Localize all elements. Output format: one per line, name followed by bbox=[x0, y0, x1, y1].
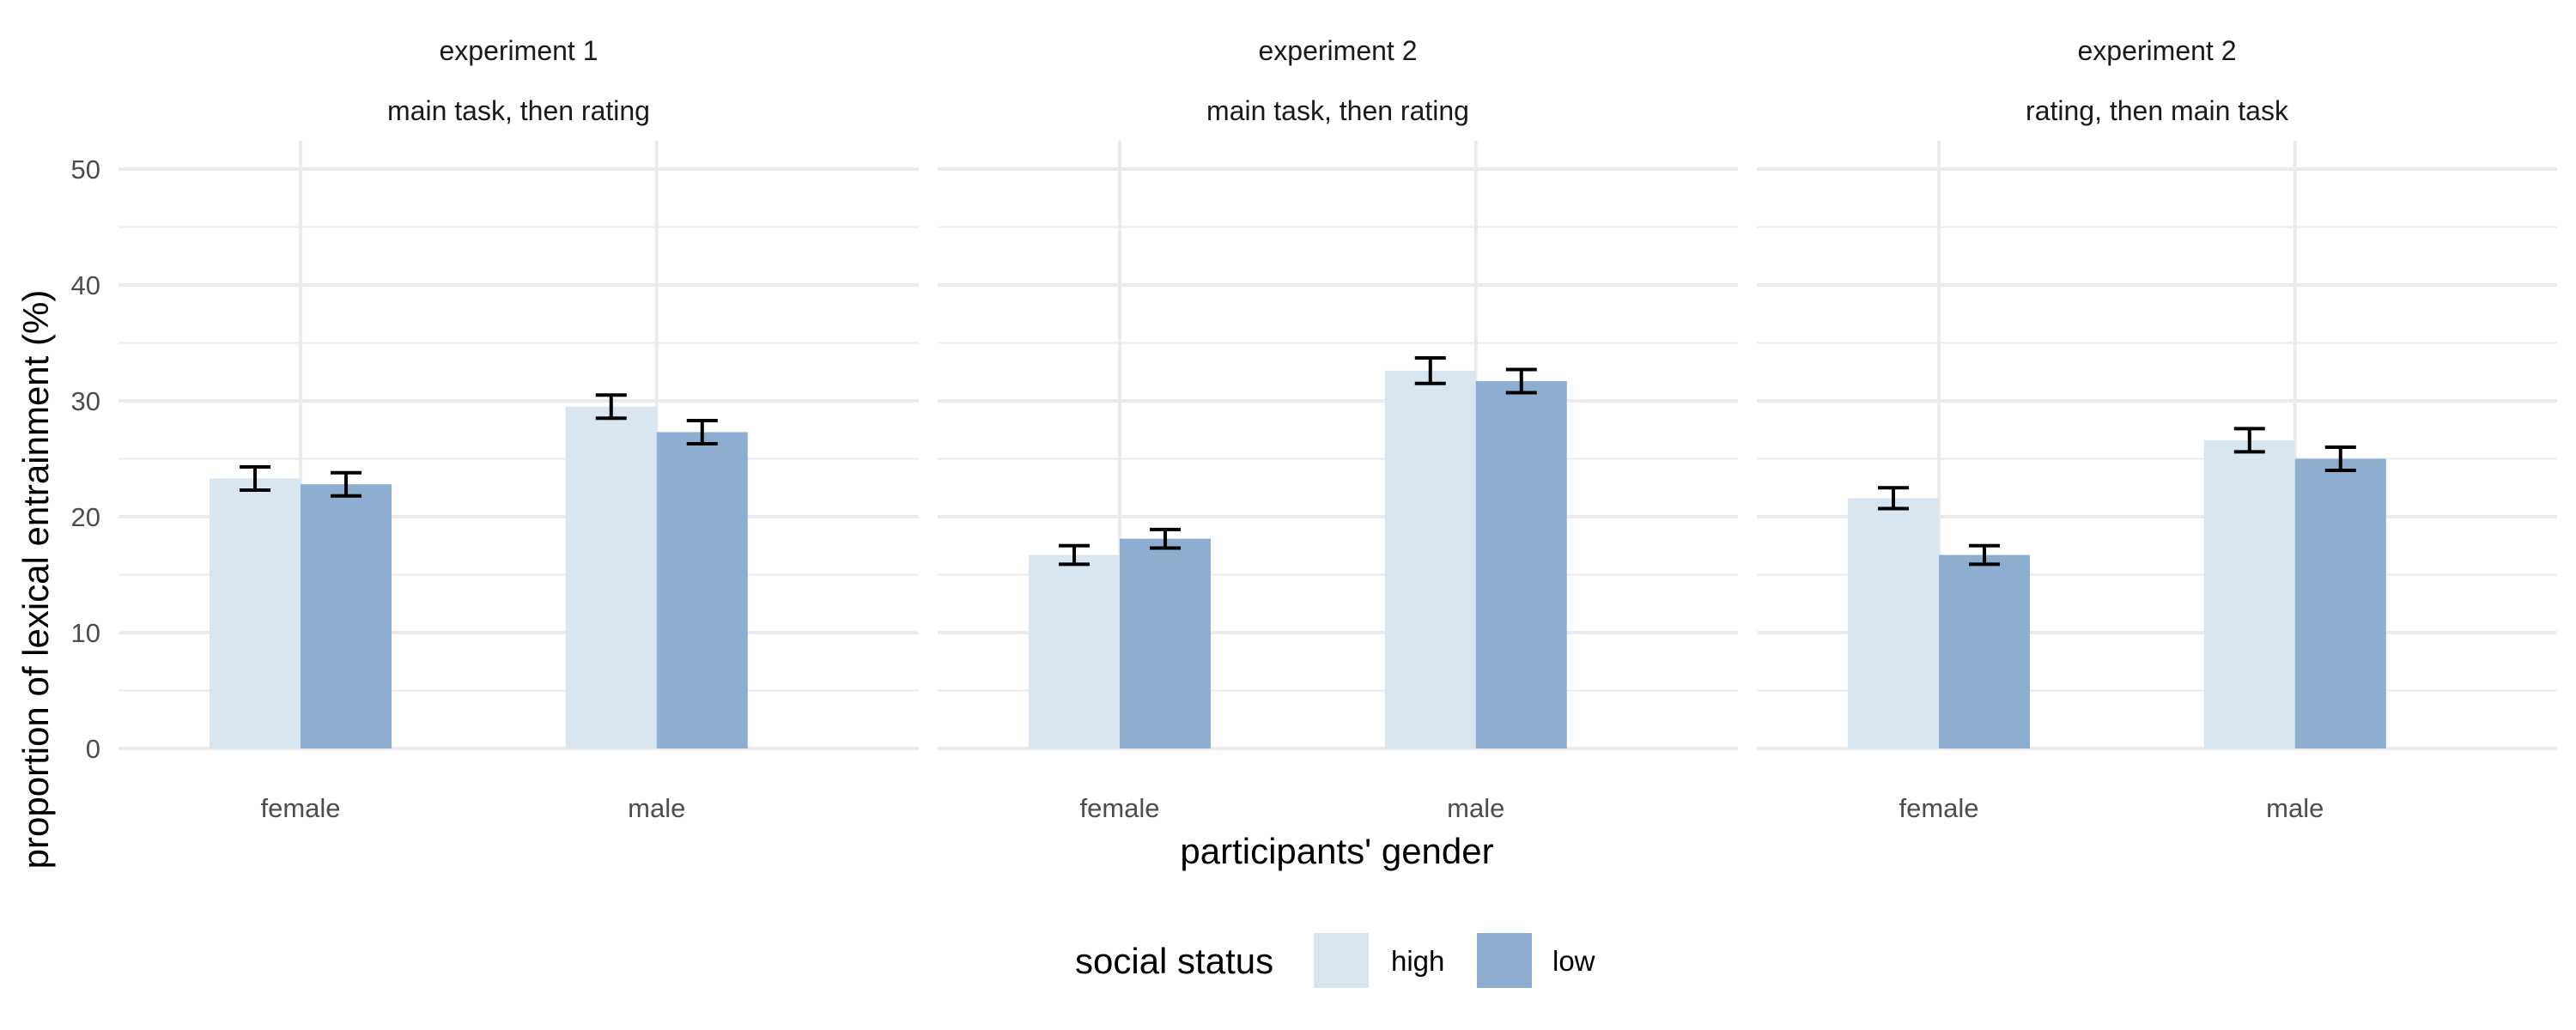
error-bar bbox=[1150, 527, 1182, 550]
legend-key-low bbox=[1477, 933, 1532, 988]
facet-strip-subtitle: rating, then main task bbox=[2026, 95, 2289, 126]
facet-strip-title: experiment 1 bbox=[440, 35, 598, 66]
bar-low-female bbox=[1120, 538, 1212, 748]
x-tick-label: female bbox=[1899, 793, 1979, 823]
bar-low-male bbox=[1475, 381, 1567, 748]
legend-title: social status bbox=[1075, 941, 1273, 981]
panels-layer: experiment 1 main task, then rating female… bbox=[118, 35, 2557, 823]
error-bar bbox=[595, 393, 627, 421]
legend-key-high bbox=[1314, 933, 1369, 988]
facet-strip-subtitle: main task, then rating bbox=[387, 95, 650, 126]
facet-strip-title: experiment 2 bbox=[1259, 35, 1418, 66]
bar-low-female bbox=[301, 484, 392, 748]
x-tick-label: male bbox=[1447, 793, 1504, 823]
y-tick-label: 10 bbox=[71, 618, 100, 648]
x-tick-label: male bbox=[628, 793, 685, 823]
y-tick-label: 20 bbox=[71, 502, 100, 532]
facet-panel: experiment 1 main task, then rating female… bbox=[118, 35, 919, 823]
x-tick-label: female bbox=[1080, 793, 1160, 823]
x-tick-label: female bbox=[261, 793, 341, 823]
y-axis-title: proportion of lexical entrainment (%) bbox=[15, 290, 56, 869]
y-axis: 0 10 20 30 40 50 bbox=[71, 154, 100, 764]
facet-strip-subtitle: main task, then rating bbox=[1206, 95, 1469, 126]
x-axis-title: participants' gender bbox=[1180, 831, 1493, 871]
error-bar bbox=[1414, 356, 1446, 385]
y-tick-label: 30 bbox=[71, 386, 100, 416]
facet-panel: experiment 2 rating, then main task female… bbox=[1757, 35, 2557, 823]
error-bar bbox=[1059, 543, 1091, 566]
error-bar bbox=[1969, 543, 2001, 566]
y-tick-label: 50 bbox=[71, 154, 100, 185]
bar-high-male bbox=[2203, 439, 2295, 748]
bar-high-female bbox=[1848, 498, 1940, 748]
legend-label-low: low bbox=[1552, 945, 1595, 977]
bar-high-female bbox=[210, 478, 301, 748]
error-bar bbox=[331, 470, 362, 498]
bar-high-female bbox=[1029, 554, 1121, 748]
legend: social status high low bbox=[1075, 933, 1595, 988]
x-tick-label: male bbox=[2266, 793, 2324, 823]
error-bar bbox=[1878, 486, 1910, 511]
bar-low-male bbox=[2294, 458, 2386, 748]
facet-strip-title: experiment 2 bbox=[2078, 35, 2237, 66]
bar-high-male bbox=[1384, 370, 1476, 748]
error-bar bbox=[2324, 445, 2356, 472]
facet-panel: experiment 2 main task, then rating female… bbox=[938, 35, 1738, 823]
error-bar bbox=[1505, 367, 1537, 395]
bar-high-male bbox=[565, 406, 657, 748]
bar-low-female bbox=[1939, 554, 2031, 748]
legend-label-high: high bbox=[1391, 945, 1444, 977]
error-bar bbox=[240, 464, 271, 492]
error-bar bbox=[2233, 427, 2265, 454]
bar-low-male bbox=[656, 432, 748, 748]
error-bar bbox=[686, 418, 718, 445]
y-tick-label: 40 bbox=[71, 270, 100, 300]
y-tick-label: 0 bbox=[86, 734, 100, 764]
